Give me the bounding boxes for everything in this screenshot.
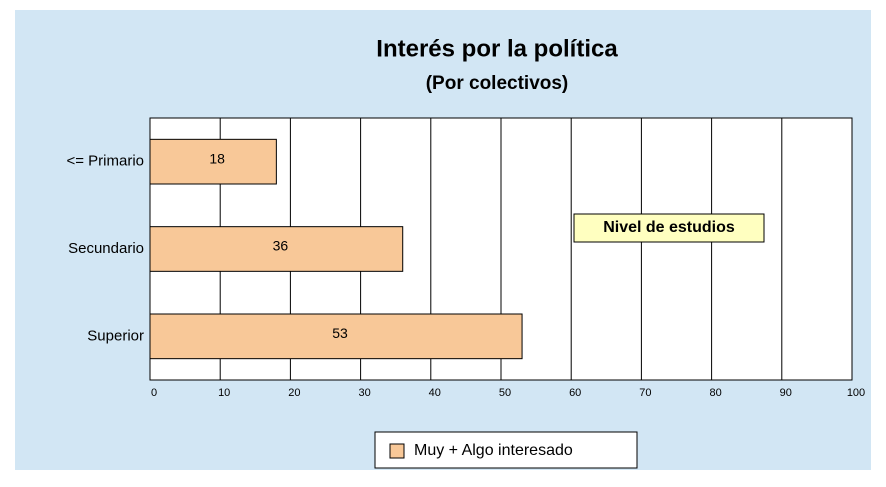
x-tick-label: 90 bbox=[780, 387, 792, 399]
x-tick-label: 0 bbox=[151, 387, 157, 399]
y-tick-label: <= Primario bbox=[66, 153, 144, 170]
x-tick-label: 100 bbox=[847, 387, 865, 399]
y-tick-label: Secundario bbox=[68, 240, 144, 257]
x-tick-label: 70 bbox=[639, 387, 651, 399]
x-tick-label: 80 bbox=[709, 387, 721, 399]
x-tick-label: 50 bbox=[499, 387, 511, 399]
data-label: 53 bbox=[332, 325, 348, 341]
bar bbox=[149, 138, 277, 185]
chart-title: Interés por la política bbox=[376, 35, 618, 62]
annotation: Nivel de estudios bbox=[603, 219, 735, 236]
x-tick-label: 20 bbox=[288, 387, 300, 399]
legend-box bbox=[374, 431, 638, 469]
y-tick-label: Superior bbox=[87, 327, 144, 344]
bar bbox=[149, 313, 523, 360]
data-label: 18 bbox=[209, 150, 225, 166]
x-tick-label: 40 bbox=[429, 387, 441, 399]
x-tick-label: 30 bbox=[358, 387, 370, 399]
chart-subtitle: (Por colectivos) bbox=[426, 73, 569, 94]
bar bbox=[149, 226, 404, 272]
legend-label: Muy + Algo interesado bbox=[414, 442, 573, 459]
legend-swatch bbox=[389, 443, 405, 459]
x-tick-label: 10 bbox=[218, 387, 230, 399]
x-tick-label: 60 bbox=[569, 387, 581, 399]
annotation-box bbox=[573, 213, 765, 243]
data-label: 36 bbox=[273, 238, 289, 254]
